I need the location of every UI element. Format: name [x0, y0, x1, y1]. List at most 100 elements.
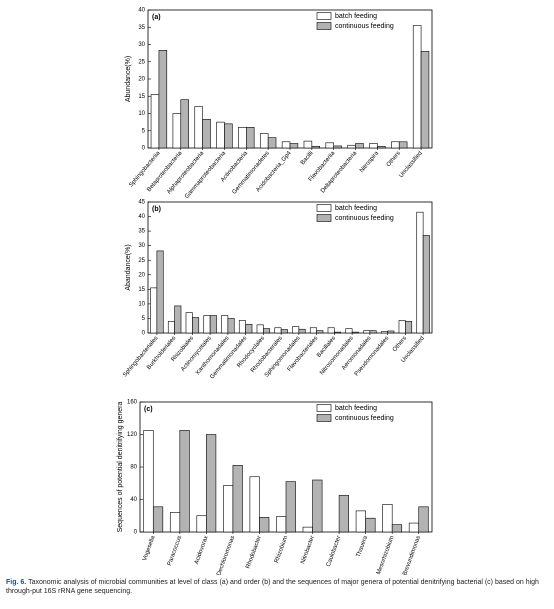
bar: [179, 430, 190, 533]
bar: [380, 331, 388, 334]
plot-frame: [147, 9, 433, 149]
bar: [312, 479, 323, 533]
bar: [327, 327, 335, 334]
y-tick-label: 120: [127, 432, 138, 438]
bar: [408, 522, 420, 533]
y-tick-label: 30: [138, 243, 145, 249]
bar: [206, 434, 217, 533]
y-tick-label: 40: [130, 497, 137, 503]
bar: [382, 504, 393, 533]
legend-swatch: [316, 214, 332, 222]
x-tick-label: Bacilli: [300, 150, 315, 166]
x-tick-label: Caulobacter: [326, 535, 343, 567]
y-tick-label: 0: [134, 530, 138, 536]
y-tick-label: 15: [138, 287, 145, 293]
bar: [369, 330, 377, 334]
bar: [398, 320, 406, 334]
x-tick-label: Nitrosomonadales: [319, 335, 355, 376]
y-tick-label: 35: [138, 229, 145, 235]
y-tick-label: 40: [138, 214, 145, 220]
bar: [158, 50, 168, 149]
bar: [216, 121, 225, 149]
x-tick-label: Others: [386, 150, 402, 168]
x-tick-label: Thauera: [356, 535, 370, 559]
y-tick-label: 40: [138, 8, 145, 14]
bar: [150, 94, 160, 149]
bar: [143, 430, 154, 533]
bar: [311, 145, 321, 149]
bar: [185, 312, 193, 334]
bar: [365, 517, 376, 533]
legend-label: batch feeding: [335, 13, 377, 20]
bar: [180, 99, 189, 149]
plot-frame: [147, 201, 433, 334]
bar: [209, 315, 217, 334]
x-tick-label: Gemmatimonadetes: [232, 150, 271, 195]
bar: [292, 326, 300, 334]
bar: [289, 143, 299, 149]
bar: [391, 524, 403, 533]
bar: [369, 143, 378, 149]
bar: [309, 327, 317, 334]
bar: [245, 323, 253, 334]
x-tick-label: Nitrobacter: [300, 535, 316, 565]
bar: [325, 142, 334, 149]
y-tick-label: 80: [130, 465, 137, 471]
caption-text: Taxonomic analysis of microbial communit…: [6, 579, 539, 595]
y-tick-label: 15: [138, 94, 145, 100]
legend-swatch: [316, 414, 332, 422]
y-tick-label: 160: [127, 400, 138, 406]
bar: [174, 305, 182, 334]
bar: [259, 133, 269, 149]
bar: [285, 481, 296, 533]
bar: [202, 119, 211, 149]
bar: [345, 328, 353, 334]
bar: [167, 321, 175, 334]
y-tick-label: 5: [142, 316, 146, 322]
bar: [196, 515, 207, 533]
y-tick-label: 45: [138, 200, 145, 206]
legend-swatch: [316, 204, 332, 212]
bar: [224, 123, 233, 149]
y-tick-label: 0: [142, 331, 146, 337]
bar: [420, 51, 430, 149]
y-axis-label: Abandance(%): [125, 244, 132, 290]
legend-swatch: [316, 12, 332, 20]
y-tick-label: 30: [138, 42, 145, 48]
bar: [347, 144, 356, 149]
bar: [192, 317, 200, 334]
x-tick-label: Others: [392, 335, 408, 353]
bar: [259, 517, 270, 533]
bar: [302, 526, 313, 533]
bar: [227, 318, 235, 334]
y-tick-label: 25: [138, 258, 145, 264]
bar: [156, 250, 164, 334]
x-tick-label: Pseudomonadales: [354, 335, 391, 377]
bar: [256, 324, 264, 334]
bar: [276, 516, 287, 533]
y-tick-label: 20: [138, 77, 145, 83]
panel-title: (c): [144, 406, 153, 413]
x-tick-label: Rhodobacterales: [250, 335, 284, 374]
bar: [416, 211, 424, 334]
bar: [333, 145, 342, 149]
bar: [316, 330, 324, 334]
bar: [172, 113, 182, 149]
legend-label: continuous feeding: [335, 415, 394, 422]
y-tick-label: 5: [142, 128, 146, 134]
bar: [387, 330, 395, 334]
legend-label: continuous feeding: [335, 23, 394, 30]
bar: [398, 141, 408, 149]
legend-label: batch feeding: [335, 205, 377, 212]
bar: [355, 143, 364, 149]
bar: [203, 315, 211, 334]
panel-title: (b): [152, 206, 161, 213]
bar: [422, 235, 430, 334]
bar: [405, 321, 413, 334]
panel-title: (a): [152, 14, 161, 21]
bar: [267, 137, 277, 149]
x-tick-label: Xanthomonadales: [195, 335, 231, 376]
figure: 0510152025303540Abundance(%)(a)Sphingoba…: [117, 8, 433, 575]
bar: [238, 127, 247, 149]
